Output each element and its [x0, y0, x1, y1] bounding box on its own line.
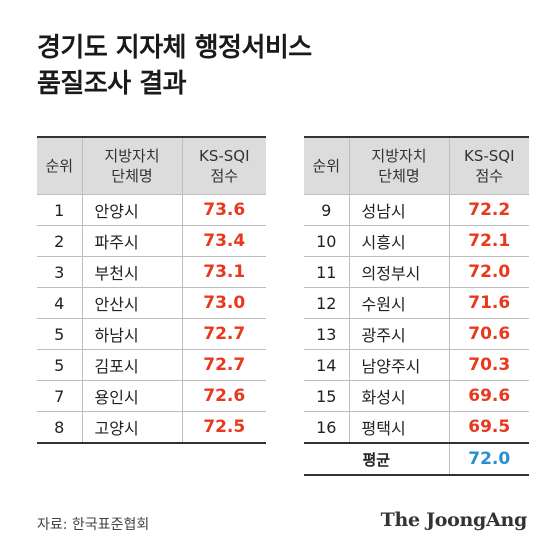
table-row: 10 시흥시 72.1 [304, 225, 529, 257]
score-cell: 72.5 [182, 411, 266, 444]
table-header-row: 순위 지방자치 단체명 KS-SQI 점수 [304, 137, 529, 195]
header-score: KS-SQI 점수 [449, 137, 529, 195]
name-cell: 의정부시 [349, 256, 450, 288]
name-cell: 안양시 [82, 194, 183, 226]
name-cell: 고양시 [82, 411, 183, 444]
rank-cell: 14 [304, 349, 350, 381]
rank-cell: 15 [304, 380, 350, 412]
table-header-row: 순위 지방자치 단체명 KS-SQI 점수 [37, 137, 266, 195]
header-rank: 순위 [304, 137, 350, 195]
table-row: 1 안양시 73.6 [37, 194, 266, 226]
average-row: 평균 72.0 [304, 443, 529, 476]
rank-cell: 3 [37, 256, 83, 288]
table-row: 5 하남시 72.7 [37, 318, 266, 350]
rank-cell: 8 [37, 411, 83, 444]
brand-logo: The JoongAng [380, 509, 528, 531]
title-line-1: 경기도 지자체 행정서비스 [37, 33, 312, 63]
name-cell: 용인시 [82, 380, 183, 412]
rank-cell: 11 [304, 256, 350, 288]
table-row: 4 안산시 73.0 [37, 287, 266, 319]
table-row: 11 의정부시 72.0 [304, 256, 529, 288]
score-cell: 72.0 [449, 256, 529, 288]
score-cell: 73.0 [182, 287, 266, 319]
table-row: 14 남양주시 70.3 [304, 349, 529, 381]
name-cell: 하남시 [82, 318, 183, 350]
title-line-2: 품질조사 결과 [37, 69, 187, 99]
table-row: 12 수원시 71.6 [304, 287, 529, 319]
name-cell: 시흥시 [349, 225, 450, 257]
table-row: 2 파주시 73.4 [37, 225, 266, 257]
table-row: 13 광주시 70.6 [304, 318, 529, 350]
table-row: 5 김포시 72.7 [37, 349, 266, 381]
rank-cell: 4 [37, 287, 83, 319]
name-cell: 파주시 [82, 225, 183, 257]
name-cell: 부천시 [82, 256, 183, 288]
score-cell: 71.6 [449, 287, 529, 319]
source-note: 자료: 한국표준협회 [37, 517, 150, 533]
score-cell: 70.3 [449, 349, 529, 381]
score-cell: 72.7 [182, 349, 266, 381]
rank-cell: 2 [37, 225, 83, 257]
table-row: 16 평택시 69.5 [304, 411, 529, 444]
table-row: 7 용인시 72.6 [37, 380, 266, 412]
name-cell: 수원시 [349, 287, 450, 319]
rank-cell: 5 [37, 318, 83, 350]
rank-cell: 13 [304, 318, 350, 350]
rank-cell: 10 [304, 225, 350, 257]
score-cell: 73.4 [182, 225, 266, 257]
name-cell: 김포시 [82, 349, 183, 381]
score-cell: 72.6 [182, 380, 266, 412]
score-cell: 70.6 [449, 318, 529, 350]
header-rank: 순위 [37, 137, 83, 195]
rank-cell: 16 [304, 411, 350, 444]
score-cell: 72.2 [449, 194, 529, 226]
average-label: 평균 [304, 443, 450, 476]
table-row: 8 고양시 72.5 [37, 411, 266, 444]
rank-cell: 1 [37, 194, 83, 226]
score-cell: 73.1 [182, 256, 266, 288]
score-cell: 72.7 [182, 318, 266, 350]
score-cell: 69.5 [449, 411, 529, 444]
average-value: 72.0 [449, 443, 529, 476]
rank-cell: 12 [304, 287, 350, 319]
name-cell: 남양주시 [349, 349, 450, 381]
header-name: 지방자치 단체명 [349, 137, 450, 195]
ranking-table-right: 순위 지방자치 단체명 KS-SQI 점수 9 성남시 72.2 10 시흥시 72.1 1… [304, 136, 529, 476]
name-cell: 평택시 [349, 411, 450, 444]
name-cell: 성남시 [349, 194, 450, 226]
table-row: 15 화성시 69.6 [304, 380, 529, 412]
name-cell: 안산시 [82, 287, 183, 319]
score-cell: 73.6 [182, 194, 266, 226]
score-cell: 69.6 [449, 380, 529, 412]
rank-cell: 9 [304, 194, 350, 226]
header-score: KS-SQI 점수 [182, 137, 266, 195]
table-row: 3 부천시 73.1 [37, 256, 266, 288]
rank-cell: 7 [37, 380, 83, 412]
name-cell: 광주시 [349, 318, 450, 350]
score-cell: 72.1 [449, 225, 529, 257]
page-title: 경기도 지자체 행정서비스 품질조사 결과 [37, 30, 312, 102]
table-row: 9 성남시 72.2 [304, 194, 529, 226]
rank-cell: 5 [37, 349, 83, 381]
name-cell: 화성시 [349, 380, 450, 412]
header-name: 지방자치 단체명 [82, 137, 183, 195]
